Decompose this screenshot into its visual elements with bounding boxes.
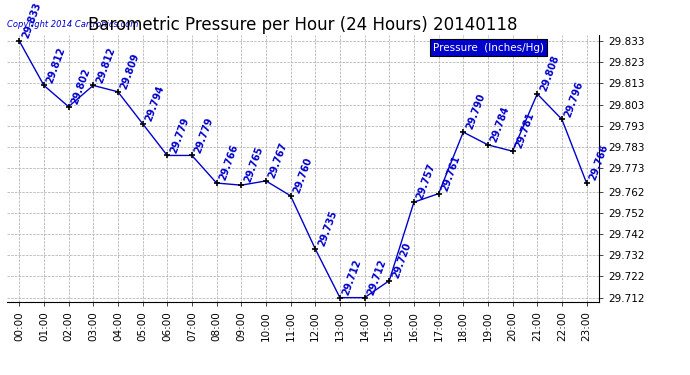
Text: Pressure  (Inches/Hg): Pressure (Inches/Hg) [433,42,544,52]
Text: 29.794: 29.794 [144,84,166,123]
Text: 29.781: 29.781 [514,111,536,150]
Text: 29.790: 29.790 [464,92,486,131]
Text: 29.767: 29.767 [267,141,289,180]
Text: 29.760: 29.760 [292,156,314,195]
Text: 29.779: 29.779 [193,116,215,154]
Title: Barometric Pressure per Hour (24 Hours) 20140118: Barometric Pressure per Hour (24 Hours) … [88,16,518,34]
Text: 29.809: 29.809 [119,52,141,91]
Text: 29.802: 29.802 [70,67,92,106]
Text: 29.712: 29.712 [341,258,364,297]
Text: 29.712: 29.712 [366,258,388,297]
Text: 29.812: 29.812 [45,46,68,84]
Text: 29.784: 29.784 [489,105,511,144]
Text: Copyright 2014 Cartronics.com: Copyright 2014 Cartronics.com [7,20,138,29]
Text: 29.833: 29.833 [21,1,43,40]
Text: 29.761: 29.761 [440,154,462,193]
Text: 29.735: 29.735 [317,209,339,248]
Text: 29.766: 29.766 [218,143,240,182]
Text: 29.757: 29.757 [415,162,437,201]
Text: 29.720: 29.720 [391,241,413,280]
Text: 29.779: 29.779 [168,116,190,154]
Text: 29.796: 29.796 [563,80,585,118]
Text: 29.766: 29.766 [588,143,610,182]
Text: 29.765: 29.765 [242,146,265,184]
Text: 29.812: 29.812 [95,46,117,84]
Text: 29.808: 29.808 [538,54,561,93]
